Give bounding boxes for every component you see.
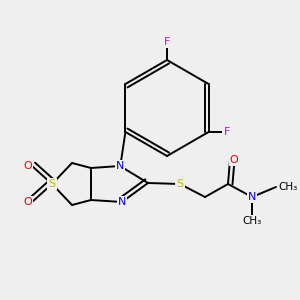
Text: CH₃: CH₃	[242, 216, 262, 226]
Text: O: O	[24, 197, 32, 207]
Text: F: F	[224, 127, 230, 137]
Text: S: S	[48, 179, 56, 189]
Text: F: F	[224, 127, 230, 137]
Text: O: O	[230, 155, 238, 165]
Text: N: N	[116, 161, 124, 171]
Text: S: S	[176, 179, 184, 189]
Text: F: F	[164, 37, 170, 47]
Text: N: N	[248, 192, 256, 202]
Text: O: O	[24, 161, 32, 171]
Text: F: F	[164, 37, 170, 47]
Text: CH₃: CH₃	[278, 182, 298, 192]
Text: N: N	[118, 197, 126, 207]
